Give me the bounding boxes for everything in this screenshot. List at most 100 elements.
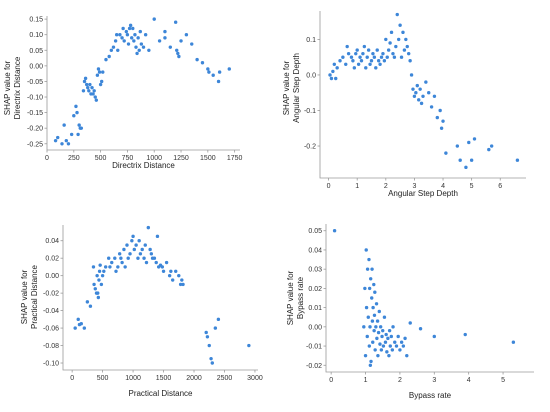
scatter-point bbox=[367, 344, 372, 348]
scatter-point bbox=[395, 12, 399, 17]
scatter-point bbox=[419, 101, 424, 106]
scatter-point bbox=[370, 319, 375, 323]
scatter-point bbox=[126, 42, 131, 46]
scatter-point bbox=[378, 62, 382, 66]
scatter-point bbox=[76, 132, 80, 137]
scatter-point bbox=[365, 267, 370, 271]
scatter-point bbox=[122, 39, 126, 43]
y-tick-label: -0.05 bbox=[27, 79, 43, 86]
scatter-point bbox=[335, 66, 339, 70]
scatter-point bbox=[142, 256, 146, 260]
scatter-point bbox=[364, 305, 369, 310]
scatter-point bbox=[363, 286, 367, 291]
scatter-point bbox=[472, 137, 477, 141]
scatter-point bbox=[107, 54, 111, 59]
scatter-point bbox=[371, 305, 375, 310]
scatter-point bbox=[210, 361, 214, 365]
scatter-point bbox=[368, 363, 373, 367]
y-tick-label: -0.01 bbox=[306, 344, 322, 351]
scatter-point bbox=[404, 37, 408, 42]
x-axis-label: Bypass rate bbox=[409, 391, 452, 400]
scatter-point bbox=[77, 123, 81, 127]
scatter-point bbox=[102, 269, 106, 273]
scatter-point bbox=[368, 62, 372, 66]
y-tick-label: 0.1 bbox=[306, 37, 316, 44]
scatter-point bbox=[56, 135, 60, 140]
scatter-point bbox=[344, 62, 348, 66]
scatter-point bbox=[515, 158, 520, 162]
scatter-point bbox=[206, 67, 210, 71]
scatter-point bbox=[127, 26, 132, 31]
scatter-point bbox=[406, 51, 411, 56]
scatter-point bbox=[128, 252, 132, 256]
axis-lines bbox=[319, 11, 526, 179]
scatter-point bbox=[366, 48, 371, 52]
scatter-point bbox=[157, 39, 162, 43]
scatter-point bbox=[97, 269, 102, 273]
scatter-point bbox=[96, 67, 101, 71]
scatter-point bbox=[154, 260, 158, 265]
scatter-point bbox=[91, 265, 96, 269]
scatter-point bbox=[130, 36, 134, 40]
scatter-point bbox=[370, 296, 374, 300]
scatter-point bbox=[137, 239, 141, 243]
y-axis-label: Bypass rate bbox=[296, 276, 305, 319]
scatter-point bbox=[136, 256, 140, 260]
scatter-point bbox=[368, 277, 373, 281]
scatter-point bbox=[169, 269, 173, 273]
axis-lines bbox=[62, 225, 258, 371]
scatter-point bbox=[376, 353, 380, 358]
scatter-point bbox=[113, 256, 117, 260]
x-tick-label: 2 bbox=[384, 183, 388, 190]
scatter-point bbox=[136, 36, 140, 40]
y-tick-label: -0.02 bbox=[43, 291, 59, 298]
scatter-point bbox=[79, 322, 83, 326]
x-tick-label: 4 bbox=[441, 183, 445, 190]
scatter-point bbox=[408, 321, 412, 325]
x-tick-label: 500 bbox=[95, 155, 107, 162]
scatter-point bbox=[120, 260, 124, 265]
scatter-point bbox=[373, 290, 377, 294]
scatter-point bbox=[117, 252, 122, 256]
scatter-point bbox=[418, 327, 423, 331]
scatter-point bbox=[401, 30, 405, 35]
scatter-point bbox=[97, 278, 101, 282]
scatter-point bbox=[94, 98, 99, 102]
scatter-point bbox=[128, 23, 133, 28]
scatter-point bbox=[88, 304, 93, 308]
scatter-point bbox=[438, 108, 442, 113]
scatter-point bbox=[370, 267, 374, 271]
y-tick-label: 0.0 bbox=[306, 72, 316, 79]
scatter-point bbox=[99, 79, 104, 84]
scatter-point bbox=[85, 300, 90, 304]
scatter-point bbox=[388, 344, 392, 348]
scatter-point bbox=[398, 23, 402, 27]
scatter-point bbox=[399, 55, 404, 59]
scatter-point bbox=[361, 51, 365, 56]
scatter-point bbox=[411, 87, 415, 91]
scatter-point bbox=[179, 39, 183, 43]
scatter-point bbox=[108, 265, 112, 269]
y-tick-label: -0.08 bbox=[43, 343, 59, 350]
scatter-point bbox=[53, 138, 58, 143]
scatter-point bbox=[141, 45, 146, 49]
y-tick-label: -0.10 bbox=[27, 95, 43, 102]
scatter-point bbox=[354, 51, 358, 56]
scatter-point bbox=[341, 55, 345, 59]
x-tick-label: 0 bbox=[45, 155, 49, 162]
scatter-point bbox=[200, 61, 205, 65]
scatter-point bbox=[391, 51, 395, 56]
chart-practical-distance: 0 500 1000 1500 2000 2500 3000 0.04 0.02 0.00 -0.0… bbox=[20, 225, 263, 398]
y-tick-label: -0.10 bbox=[43, 361, 59, 368]
x-tick-label: 2000 bbox=[186, 375, 202, 382]
scatter-point bbox=[429, 105, 434, 109]
scatter-point bbox=[83, 76, 88, 81]
scatter-point bbox=[372, 328, 376, 333]
scatter-point bbox=[109, 48, 114, 52]
scatter-point bbox=[384, 332, 388, 337]
scatter-point bbox=[364, 66, 368, 70]
scatter-point bbox=[388, 41, 392, 45]
scatter-point bbox=[97, 70, 102, 74]
scatter-point bbox=[412, 94, 417, 98]
scatter-point bbox=[190, 42, 194, 46]
